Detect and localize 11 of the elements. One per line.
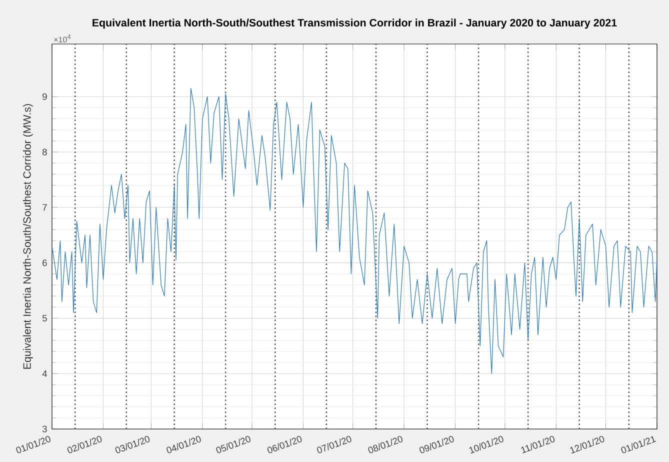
y-tick-label: 9	[42, 93, 47, 100]
y-tick-label: 8	[42, 148, 47, 156]
text: ×10$^{4}$	[54, 34, 71, 42]
line-series	[52, 88, 657, 374]
y-tick-label: 3	[42, 426, 47, 432]
chart-title: Equivalent Inertia North-South/Southest Transmission Corridor in Brazil - January 2020 to January 2021	[92, 18, 617, 29]
y-axis-title: Equivalent Inertia North-South/Southest Corridor (MW.s)	[22, 104, 33, 369]
y-tick-label: 6	[42, 260, 47, 266]
y-tick-label: 7	[42, 204, 47, 211]
y-tick-label: 4	[42, 370, 48, 377]
y-tick-label: 5	[42, 314, 47, 322]
